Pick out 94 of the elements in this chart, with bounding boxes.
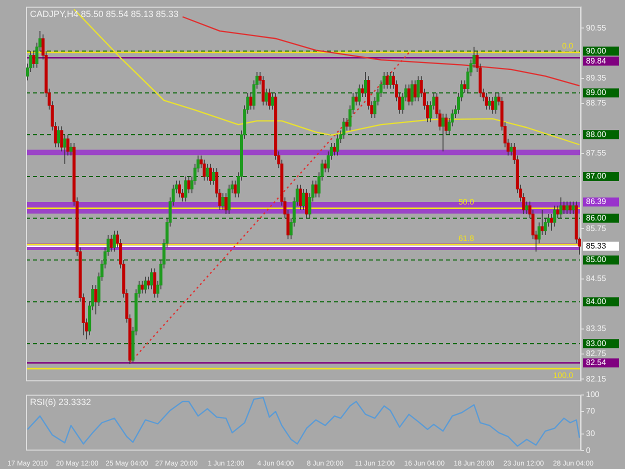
- ref-line-label: 82.54: [586, 358, 607, 368]
- candlestick: [144, 276, 147, 294]
- candlestick: [358, 84, 361, 106]
- candlestick: [110, 234, 113, 252]
- candlestick: [510, 142, 513, 156]
- candlestick: [69, 142, 72, 156]
- candlestick: [566, 201, 569, 214]
- candlestick: [540, 209, 544, 236]
- ref-line-label: 84.00: [586, 297, 607, 306]
- ref-line-label: 88.00: [586, 130, 607, 139]
- candlestick: [568, 201, 572, 214]
- candlestick: [224, 192, 228, 214]
- candlestick: [178, 180, 182, 198]
- chart-title: CADJPY,H4 85.50 85.54 85.13 85.33: [30, 8, 178, 19]
- candlestick: [553, 205, 556, 227]
- candlestick: [345, 118, 348, 131]
- y-tick-label: 84.55: [586, 274, 607, 284]
- candlestick: [556, 205, 560, 219]
- candlestick: [187, 176, 190, 194]
- candlestick: [221, 192, 224, 210]
- candlestick: [228, 184, 231, 214]
- candlestick: [488, 96, 492, 110]
- annotation: 100.0: [553, 370, 574, 380]
- candlestick: [208, 164, 212, 186]
- ref-line-label: 90.00: [586, 46, 607, 56]
- ref-line-label: 86.00: [586, 213, 607, 222]
- candlestick: [206, 164, 209, 182]
- candlestick: [234, 180, 237, 198]
- y-tick-label: 70: [586, 406, 596, 416]
- candlestick: [550, 214, 554, 232]
- candlestick: [153, 268, 156, 298]
- candlestick: [332, 142, 336, 156]
- ref-line-label: 85.00: [586, 255, 607, 264]
- candlestick: [268, 88, 271, 110]
- y-tick-label: 100: [586, 390, 600, 400]
- candlestick: [305, 188, 308, 219]
- candlestick: [32, 50, 36, 68]
- candlestick: [302, 188, 306, 210]
- candlestick: [360, 84, 364, 98]
- candlestick: [342, 118, 346, 140]
- y-tick-label: 88.75: [586, 98, 607, 108]
- candlestick: [249, 92, 252, 110]
- candlestick: [94, 284, 98, 315]
- candlestick: [491, 96, 494, 114]
- candlestick: [354, 92, 358, 106]
- y-tick-label: 89.35: [586, 73, 607, 82]
- band-label: 86.39: [586, 197, 607, 206]
- y-tick-label: 0: [586, 446, 591, 455]
- y-tick-label: 82.75: [586, 349, 607, 358]
- candlestick: [336, 134, 340, 156]
- candlestick: [150, 268, 154, 290]
- candlestick: [264, 88, 268, 106]
- candlestick: [298, 184, 302, 210]
- candlestick: [262, 76, 265, 106]
- y-tick-label: 87.55: [586, 148, 607, 158]
- y-tick-label: 82.15: [586, 374, 607, 384]
- candlestick: [416, 76, 420, 102]
- candlestick: [314, 180, 318, 198]
- candlestick: [572, 201, 575, 214]
- candlestick: [146, 276, 150, 290]
- annotation: 0.0: [562, 42, 574, 51]
- y-tick-label: 30: [586, 429, 596, 438]
- ref-line-label: 83.00: [586, 338, 607, 348]
- chart-title: RSI(6) 23.3332: [30, 396, 92, 407]
- candlestick: [63, 134, 66, 164]
- candlestick: [525, 201, 528, 214]
- ref-line-label: 89.84: [586, 56, 607, 66]
- y-tick-label: 90.55: [586, 23, 607, 32]
- candlestick: [441, 113, 445, 152]
- candlestick: [270, 92, 274, 110]
- candlestick: [386, 72, 389, 90]
- ref-line-label: 85.33: [586, 241, 607, 250]
- candlestick: [324, 159, 327, 173]
- candlestick: [57, 126, 60, 148]
- candlestick: [388, 72, 392, 90]
- y-tick-label: 85.75: [586, 224, 607, 233]
- candlestick: [364, 72, 368, 98]
- ref-line-label: 89.00: [586, 88, 607, 98]
- ref-line-label: 87.00: [586, 172, 607, 181]
- candlestick: [414, 80, 417, 102]
- candlestick: [410, 80, 414, 106]
- y-tick-label: 83.35: [586, 324, 607, 334]
- candlestick: [212, 168, 216, 186]
- candlestick: [407, 84, 410, 106]
- candlestick: [463, 80, 466, 94]
- candlestick: [202, 159, 206, 182]
- candlestick: [494, 92, 498, 114]
- candlestick: [559, 196, 562, 219]
- candlestick: [484, 92, 488, 110]
- candlestick: [112, 230, 116, 252]
- candlestick: [184, 176, 188, 202]
- candlestick: [562, 201, 566, 214]
- annotation: 61.8: [458, 234, 475, 243]
- candlestick: [140, 280, 144, 294]
